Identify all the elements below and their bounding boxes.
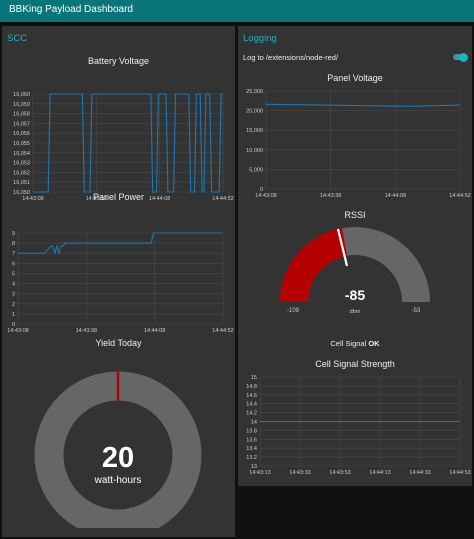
y-tick-label: 6 — [12, 261, 15, 267]
log-toggle-row[interactable]: Log to /extensions/node-red/ — [243, 52, 468, 65]
rssi-units: dbm — [350, 309, 361, 315]
cell-signal-strength-chart: 1514.814.614.414.21413.813.613.413.21314… — [246, 375, 470, 476]
rssi-value: -85 — [345, 287, 365, 303]
y-tick-label: 5,000 — [249, 167, 263, 173]
y-tick-label: 16,059 — [13, 102, 30, 108]
y-tick-label: 0 — [260, 187, 263, 193]
y-tick-label: 9 — [12, 231, 15, 237]
app-title: BBKing Payload Dashboard — [9, 4, 133, 15]
battery-voltage-title: Battery Voltage — [87, 56, 150, 66]
x-tick-label: 14:43:08 — [22, 196, 43, 202]
y-tick-label: 10,000 — [246, 148, 263, 154]
x-tick-label: 14:44:53 — [449, 470, 470, 476]
x-tick-label: 14:43:38 — [86, 196, 107, 202]
x-tick-label: 14:43:13 — [249, 470, 270, 476]
y-tick-label: 16,051 — [13, 180, 30, 186]
x-tick-label: 14:44:13 — [369, 470, 390, 476]
series-line — [33, 93, 223, 193]
x-tick-label: 14:44:08 — [144, 328, 165, 334]
group-title-scc: SCC — [7, 33, 28, 44]
cell-signal-strength-title: Cell Signal Strength — [315, 359, 395, 369]
y-tick-label: 2 — [12, 302, 15, 308]
y-tick-label: 5 — [12, 271, 15, 277]
y-tick-label: 16,055 — [13, 141, 30, 147]
y-tick-label: 14.4 — [246, 402, 257, 408]
panel-voltage-title: Panel Voltage — [327, 73, 383, 83]
y-tick-label: 16,050 — [13, 190, 30, 196]
log-toggle-switch[interactable] — [453, 52, 468, 62]
y-tick-label: 4 — [12, 282, 15, 288]
x-tick-label: 14:43:08 — [7, 328, 28, 334]
rssi-min: -109 — [287, 308, 300, 314]
y-tick-label: 16,054 — [13, 151, 30, 157]
battery-voltage-chart: 16,060 16,059 16,058 16,057 16,056 16,055 16,0… — [13, 92, 234, 202]
group-scc: SCC Battery Voltage 16,060 16,059 16,058 16… — [2, 26, 235, 537]
cell-signal-value: OK — [368, 339, 380, 348]
y-tick-label: 16,056 — [13, 131, 30, 137]
x-tick-label: 14:44:08 — [149, 196, 170, 202]
x-tick-label: 14:44:08 — [385, 193, 406, 199]
x-tick-label: 14:44:52 — [449, 193, 470, 199]
y-tick-label: 16,052 — [13, 170, 30, 176]
x-tick-label: 14:43:33 — [289, 470, 310, 476]
x-tick-label: 14:43:53 — [329, 470, 350, 476]
y-tick-label: 25,000 — [246, 89, 263, 95]
x-tick-label: 14:43:38 — [76, 328, 97, 334]
y-tick-label: 20,000 — [246, 109, 263, 115]
x-tick-label: 14:43:38 — [320, 193, 341, 199]
rssi-title: RSSI — [344, 210, 366, 220]
group-title-logging: Logging — [243, 33, 277, 44]
y-tick-label: 13.4 — [246, 446, 257, 452]
series-line — [265, 103, 461, 107]
log-toggle-label: Log to /extensions/node-red/ — [243, 53, 339, 62]
y-tick-label: 0 — [12, 322, 15, 328]
rssi-max: -53 — [412, 308, 421, 314]
y-tick-label: 16,057 — [13, 121, 30, 127]
series-line — [18, 232, 223, 256]
panel-power-chart: 9 8 7 6 5 4 3 2 1 014:43:08 14:43:38 14:44:08 14:44:… — [7, 231, 233, 334]
rssi-gauge: -85 dbm -109 -53 — [279, 227, 430, 315]
y-tick-label: 15 — [251, 375, 257, 381]
app-bar: BBKing Payload Dashboard — [0, 0, 474, 22]
rssi-gauge-fill — [279, 228, 347, 302]
x-tick-label: 14:44:52 — [212, 328, 233, 334]
x-tick-label: 14:43:08 — [255, 193, 276, 199]
y-tick-label: 16,058 — [13, 112, 30, 118]
switch-knob[interactable] — [459, 52, 468, 62]
y-tick-label: 14 — [251, 420, 257, 426]
yield-units: watt-hours — [94, 475, 142, 486]
cell-signal-label: Cell Signal — [330, 339, 367, 348]
x-tick-label: 14:44:52 — [212, 196, 233, 202]
y-tick-label: 14.2 — [246, 411, 257, 417]
cell-signal-status: Cell Signal OK — [238, 339, 472, 348]
y-tick-label: 14.6 — [246, 393, 257, 399]
panel-power-title: Panel Power — [92, 192, 145, 202]
group-logging: Logging Log to /extensions/node-red/ Pan… — [238, 26, 472, 486]
y-tick-label: 14.8 — [246, 384, 257, 390]
yield-value: 20 — [102, 442, 134, 474]
panel-voltage-chart: 25,000 20,000 15,000 10,000 5,000 014:43:08 14… — [246, 89, 471, 199]
y-tick-label: 8 — [12, 241, 15, 247]
y-tick-label: 13.2 — [246, 455, 257, 461]
y-tick-label: 16,060 — [13, 92, 30, 98]
x-tick-label: 14:44:33 — [409, 470, 430, 476]
y-tick-label: 1 — [12, 312, 15, 318]
y-tick-label: 3 — [12, 292, 15, 298]
rssi-gauge-needle — [336, 228, 349, 267]
y-tick-label: 13 — [251, 464, 257, 470]
y-tick-label: 16,053 — [13, 161, 30, 167]
y-tick-label: 7 — [12, 251, 15, 257]
yield-today-title: Yield Today — [95, 338, 142, 348]
yield-donut-gauge: 20 watt-hours — [34, 371, 202, 528]
y-tick-label: 13.8 — [246, 428, 257, 434]
y-tick-label: 15,000 — [246, 128, 263, 134]
y-tick-label: 13.6 — [246, 437, 257, 443]
donut-marker — [116, 371, 120, 401]
